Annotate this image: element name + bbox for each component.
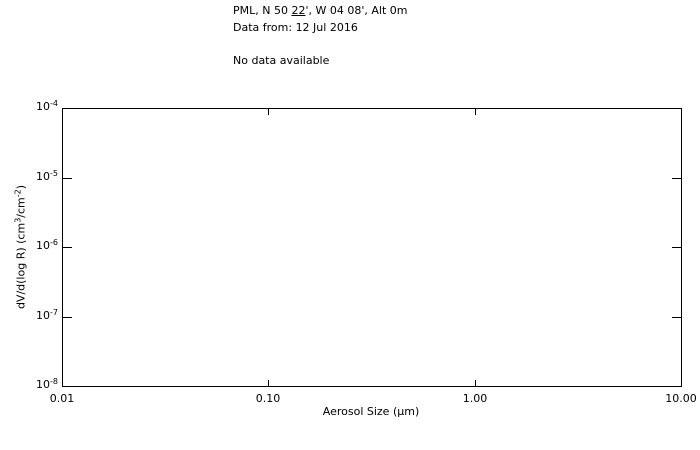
x-major-tick-top <box>62 109 63 115</box>
x-major-tick-bottom <box>62 380 63 386</box>
x-tick-label: 0.01 <box>49 392 75 405</box>
y-major-tick-right <box>672 386 681 387</box>
y-tick-label: 10-6 <box>36 238 58 252</box>
x-axis-title: Aerosol Size (μm) <box>322 405 420 418</box>
y-major-tick-left <box>63 178 72 179</box>
x-major-tick-bottom <box>681 380 682 386</box>
x-tick-label: 10.00 <box>665 392 697 405</box>
y-tick-label: 10-8 <box>36 377 58 391</box>
y-tick-label: 10-7 <box>36 308 58 322</box>
y-major-tick-left <box>63 386 72 387</box>
site-location-underlined-minutes: 22 <box>291 4 306 17</box>
site-location-suffix: ', W 04 08', Alt 0m <box>305 4 408 17</box>
y-major-tick-right <box>672 108 681 109</box>
y-major-tick-left <box>63 317 72 318</box>
x-major-tick-top <box>475 109 476 115</box>
site-location-line: PML, N 50 22', W 04 08', Alt 0m <box>233 4 407 17</box>
x-major-tick-top <box>268 109 269 115</box>
x-tick-label: 1.00 <box>462 392 488 405</box>
data-date-line: Data from: 12 Jul 2016 <box>233 21 358 34</box>
y-major-tick-left <box>63 247 72 248</box>
plot-frame <box>62 108 682 387</box>
x-major-tick-bottom <box>475 380 476 386</box>
y-major-tick-right <box>672 317 681 318</box>
x-major-tick-bottom <box>268 380 269 386</box>
site-location-prefix: PML, N 50 <box>233 4 292 17</box>
y-tick-label: 10-4 <box>36 99 58 113</box>
y-axis-title: dV/d(log R) (cm3/cm-2) <box>13 184 28 310</box>
y-major-tick-right <box>672 178 681 179</box>
y-major-tick-right <box>672 247 681 248</box>
x-tick-label: 0.10 <box>255 392 281 405</box>
y-major-tick-left <box>63 108 72 109</box>
no-data-message: No data available <box>233 54 330 67</box>
y-tick-label: 10-5 <box>36 169 58 183</box>
x-major-tick-top <box>681 109 682 115</box>
